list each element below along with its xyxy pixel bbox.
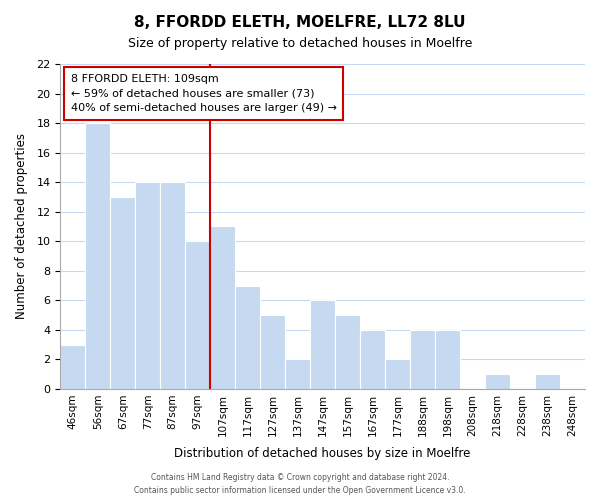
Bar: [485, 374, 510, 389]
Bar: [185, 241, 210, 389]
Bar: [385, 360, 410, 389]
Bar: [61, 344, 85, 389]
Text: 8 FFORDD ELETH: 109sqm
← 59% of detached houses are smaller (73)
40% of semi-det: 8 FFORDD ELETH: 109sqm ← 59% of detached…: [71, 74, 337, 114]
Bar: [310, 300, 335, 389]
Text: Contains HM Land Registry data © Crown copyright and database right 2024.
Contai: Contains HM Land Registry data © Crown c…: [134, 474, 466, 495]
X-axis label: Distribution of detached houses by size in Moelfre: Distribution of detached houses by size …: [175, 447, 471, 460]
Bar: [535, 374, 560, 389]
Text: Size of property relative to detached houses in Moelfre: Size of property relative to detached ho…: [128, 38, 472, 51]
Bar: [360, 330, 385, 389]
Bar: [135, 182, 160, 389]
Bar: [235, 286, 260, 389]
Bar: [110, 197, 135, 389]
Bar: [285, 360, 310, 389]
Bar: [335, 315, 360, 389]
Bar: [85, 123, 110, 389]
Text: 8, FFORDD ELETH, MOELFRE, LL72 8LU: 8, FFORDD ELETH, MOELFRE, LL72 8LU: [134, 15, 466, 30]
Bar: [160, 182, 185, 389]
Bar: [260, 315, 285, 389]
Y-axis label: Number of detached properties: Number of detached properties: [15, 134, 28, 320]
Bar: [210, 226, 235, 389]
Bar: [410, 330, 435, 389]
Bar: [435, 330, 460, 389]
